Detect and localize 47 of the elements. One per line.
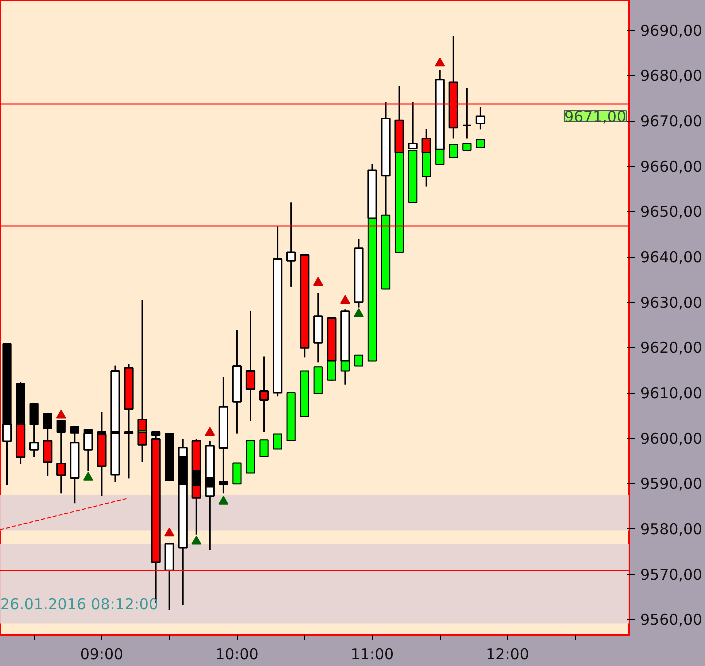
- bar: [449, 144, 458, 158]
- y-tick-label: 9630,00: [640, 294, 703, 312]
- bar: [260, 440, 269, 458]
- point: [56, 410, 66, 419]
- y-tick-label: 9610,00: [640, 384, 703, 403]
- bar: [165, 433, 174, 482]
- bar: [462, 143, 472, 152]
- point: [164, 528, 175, 537]
- point: [205, 427, 216, 436]
- bar: [286, 392, 296, 442]
- y-tick-label: 9640,00: [640, 248, 703, 267]
- y-tick-label: 9670,00: [640, 112, 703, 131]
- candlestick: [476, 106, 486, 130]
- point: [313, 277, 324, 286]
- y-tick-label: 9600,00: [640, 430, 703, 448]
- bar: [273, 434, 282, 450]
- y-tick-label: 9570,00: [640, 566, 703, 584]
- x-tick-label: 09:00: [80, 646, 124, 664]
- y-tick-label: 9650,00: [640, 203, 703, 222]
- x-tick-label: 10:00: [216, 646, 259, 664]
- bar: [232, 462, 242, 485]
- point: [354, 308, 364, 318]
- x-tick-label: 12:00: [486, 646, 530, 664]
- point: [340, 295, 350, 304]
- y-tick-label: 9560,00: [640, 611, 703, 630]
- candlestick: [259, 356, 270, 434]
- point: [435, 58, 446, 67]
- point: [83, 472, 94, 481]
- bar: [354, 354, 364, 367]
- y-tick-label: 9660,00: [640, 158, 703, 176]
- y-tick-label: 9620,00: [640, 339, 703, 358]
- x-tick-label: 11:00: [350, 646, 394, 664]
- annotation: 9671,00: [564, 108, 626, 126]
- bar: [314, 366, 323, 394]
- annotation: 26.01.2016 08:12:00: [0, 596, 159, 614]
- bar: [476, 139, 486, 148]
- candlestick: [246, 310, 256, 422]
- point: [218, 496, 229, 505]
- point: [192, 536, 202, 545]
- candlestick: [462, 88, 472, 140]
- y-tick-label: 9680,00: [640, 67, 703, 86]
- y-tick-label: 9580,00: [640, 520, 703, 538]
- bar: [300, 370, 310, 418]
- candlestick: [286, 202, 296, 288]
- y-tick-label: 9690,00: [640, 22, 703, 40]
- y-tick-label: 9590,00: [640, 475, 703, 494]
- bar: [246, 440, 256, 474]
